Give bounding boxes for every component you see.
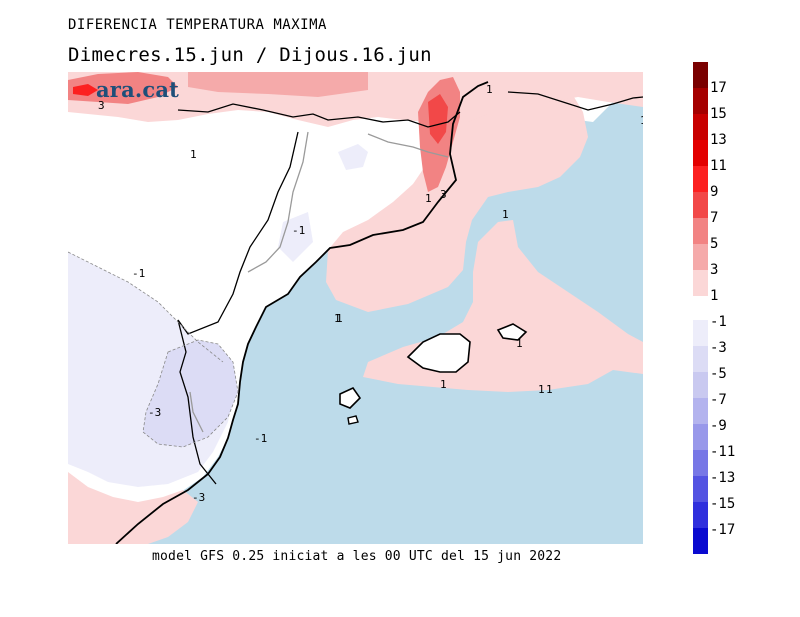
legend-swatch (693, 218, 708, 244)
contour-label: 1 (502, 208, 509, 221)
contour-label: -3 (148, 406, 161, 419)
legend-label: 9 (710, 184, 719, 200)
map-subtitle: Dimecres.15.jun / Dijous.16.jun (68, 44, 432, 66)
legend-swatch (693, 528, 708, 554)
model-footnote: model GFS 0.25 iniciat a les 00 UTC del … (152, 549, 562, 564)
sea-area (116, 90, 643, 544)
legend-swatch (693, 244, 708, 270)
legend-swatch (693, 398, 708, 424)
legend-swatch (693, 140, 708, 166)
legend-label: 15 (710, 106, 727, 122)
legend-swatch (693, 450, 708, 476)
regional-border (177, 131, 299, 485)
contour-label: 1 (640, 114, 643, 127)
map-title: DIFERENCIA TEMPERATURA MAXIMA (68, 17, 327, 33)
color-legend: 17 15 13 11 9 7 5 3 1 -1 -3 -5 -7 -9 -11… (693, 62, 783, 557)
legend-label: 5 (710, 236, 719, 252)
contour-label: -3 (192, 491, 205, 504)
legend-label: -11 (710, 444, 736, 460)
menorca-island (496, 323, 528, 341)
legend-swatch (693, 502, 708, 528)
contour-label: 1 (546, 383, 553, 396)
legend-swatch (693, 424, 708, 450)
positive-anomaly-top-band (188, 72, 368, 97)
contour-label: -1 (132, 267, 145, 280)
ara-cat-logo: ara.cat (96, 77, 180, 102)
contour-label: 1 (190, 148, 197, 161)
legend-swatch (693, 166, 708, 192)
legend-swatch (693, 88, 708, 114)
contour-label: 1 (334, 312, 341, 325)
negative-anomaly-spot (338, 144, 368, 170)
legend-label: 3 (710, 262, 719, 278)
legend-label: 1 (710, 288, 719, 304)
legend-swatch (693, 346, 708, 372)
legend-swatch (693, 476, 708, 502)
legend-swatch (693, 270, 708, 296)
legend-label: -13 (710, 470, 736, 486)
mallorca-island (406, 333, 471, 373)
contour-label: 3 (440, 188, 447, 201)
legend-swatch (693, 62, 708, 88)
province-boundary-2 (367, 133, 449, 158)
legend-label: -3 (710, 340, 727, 356)
contour-line-minus-three (142, 339, 239, 448)
country-border (177, 103, 461, 128)
hot-spot-cell (428, 94, 448, 144)
legend-label: -17 (710, 522, 736, 538)
contour-label: 3 (98, 99, 105, 112)
legend-label: -15 (710, 496, 736, 512)
contour-label: 1 (516, 337, 523, 350)
contour-label: -1 (254, 432, 267, 445)
contour-label: 1 (336, 312, 343, 325)
positive-anomaly-area-east (326, 72, 588, 312)
border-northeast (507, 91, 643, 111)
legend-label: 11 (710, 158, 727, 174)
temperature-difference-map: 3 1 1 1 3 1 -1 -1 1 1 1 1 1 -3 -1 -3 1 1 (68, 72, 643, 544)
legend-label: 7 (710, 210, 719, 226)
positive-anomaly-area-southwest (68, 472, 198, 544)
legend-label: 13 (710, 132, 727, 148)
map-canvas: 3 1 1 1 3 1 -1 -1 1 1 1 1 1 -3 -1 -3 1 1 (68, 72, 643, 544)
formentera-island (347, 415, 359, 425)
contour-label: -1 (292, 224, 305, 237)
legend-label: -1 (710, 314, 727, 330)
legend-swatch (693, 372, 708, 398)
coastline (115, 81, 489, 544)
legend-label: 17 (710, 80, 727, 96)
legend-swatch (693, 320, 708, 346)
contour-label: 1 (440, 378, 447, 391)
strong-positive-anomaly-northwest (68, 72, 178, 104)
province-boundary-3 (189, 391, 204, 433)
hot-spot-cell-west (73, 84, 98, 96)
legend-swatch (693, 192, 708, 218)
contour-label: 1 (486, 83, 493, 96)
contour-label: 1 (425, 192, 432, 205)
contour-label: 1 (538, 383, 545, 396)
ibiza-island (339, 386, 362, 409)
legend-swatch (693, 114, 708, 140)
legend-label: -9 (710, 418, 727, 434)
province-boundary (247, 131, 309, 273)
legend-label: -5 (710, 366, 727, 382)
legend-label: -7 (710, 392, 727, 408)
